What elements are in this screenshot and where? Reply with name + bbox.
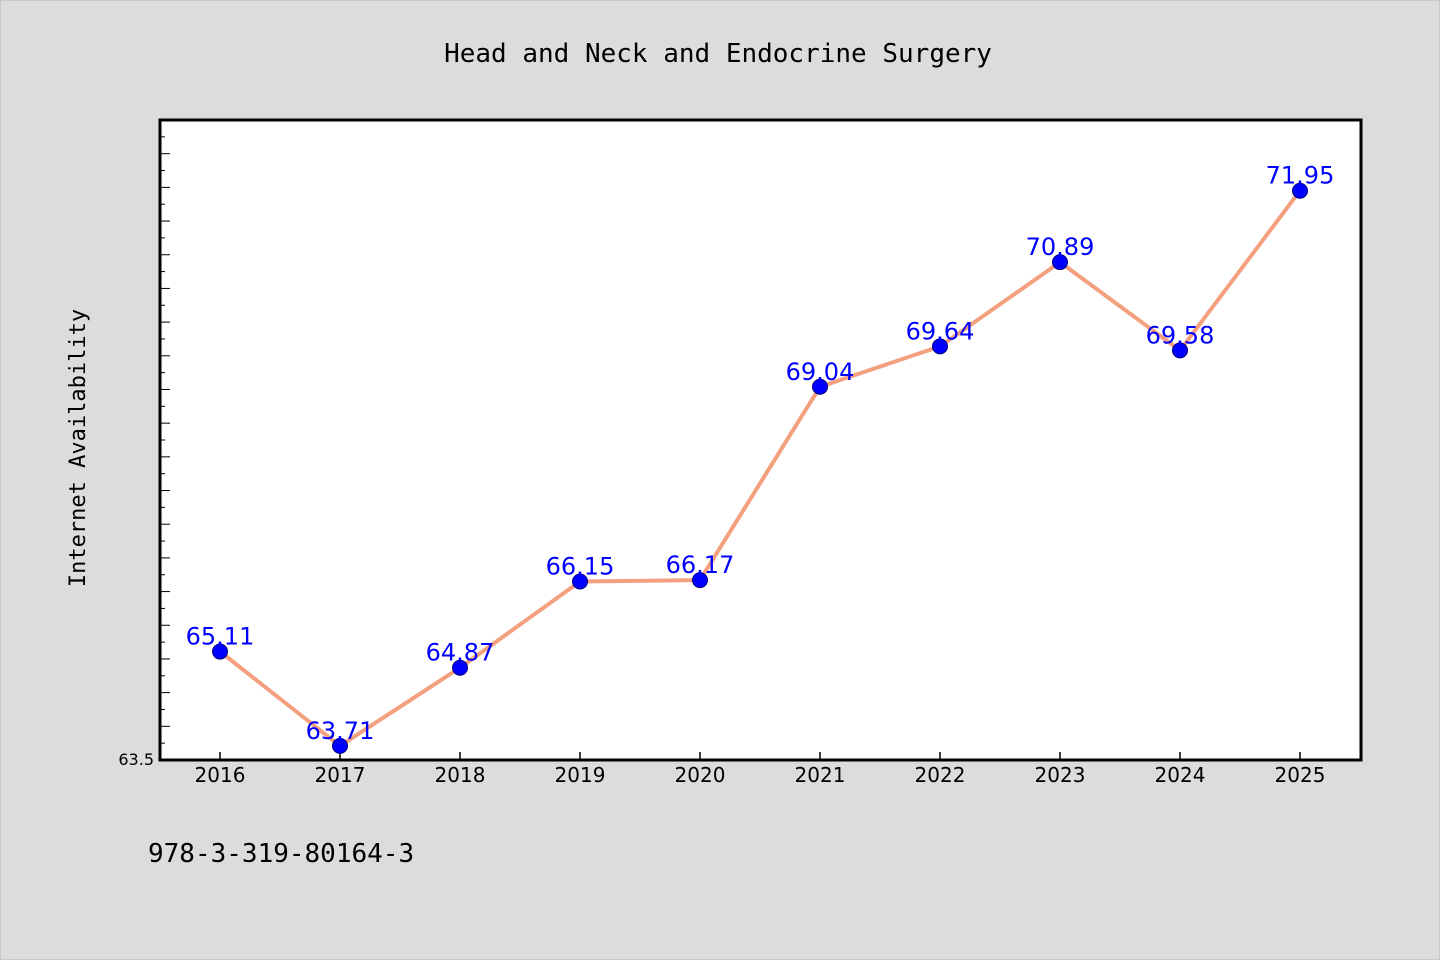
data-point [452,659,468,676]
data-point [812,378,828,395]
x-tick-label: 2021 [795,763,846,787]
data-point [1052,254,1068,271]
data-label: 69.04 [786,358,855,386]
data-label: 64.87 [426,639,495,667]
x-tick-label: 2017 [315,763,366,787]
data-label: 71.95 [1266,162,1335,190]
data-point [1292,182,1308,199]
data-label: 69.58 [1146,321,1215,349]
data-point [212,643,228,660]
data-point [572,573,588,590]
data-label: 66.15 [546,552,615,580]
plot-area [158,118,1363,762]
data-label: 65.11 [186,623,255,651]
data-point [932,338,948,355]
y-tick-label: 63.5 [118,750,154,769]
data-label: 66.17 [666,551,735,579]
series-markers [212,182,1308,754]
x-tick-label: 2016 [195,763,246,787]
data-point [692,572,708,589]
x-tick-label: 2019 [555,763,606,787]
footnote-isbn: 978-3-319-80164-3 [148,839,414,869]
y-axis-ticks: 63.5 [118,136,170,769]
data-label: 69.64 [906,317,975,345]
data-point [332,737,348,754]
x-axis-ticks: 2016 2017 2018 2019 2020 2021 2022 2023 2024 2025 [195,752,1326,787]
x-tick-label: 2025 [1275,763,1326,787]
x-tick-label: 2018 [435,763,486,787]
chart-title: Head and Neck and Endocrine Surgery [444,39,992,69]
x-tick-label: 2022 [915,763,966,787]
data-label: 63.71 [306,717,375,745]
data-point [1172,342,1188,359]
x-tick-label: 2023 [1035,763,1086,787]
y-axis-label: Internet Availability [66,309,91,587]
x-tick-label: 2024 [1155,763,1206,787]
data-label: 70.89 [1026,233,1095,261]
series-line [218,189,1302,748]
x-tick-label: 2020 [675,763,726,787]
data-labels: 65.11 63.71 64.87 66.15 66.17 69.04 69.64 70.89… [186,162,1335,745]
